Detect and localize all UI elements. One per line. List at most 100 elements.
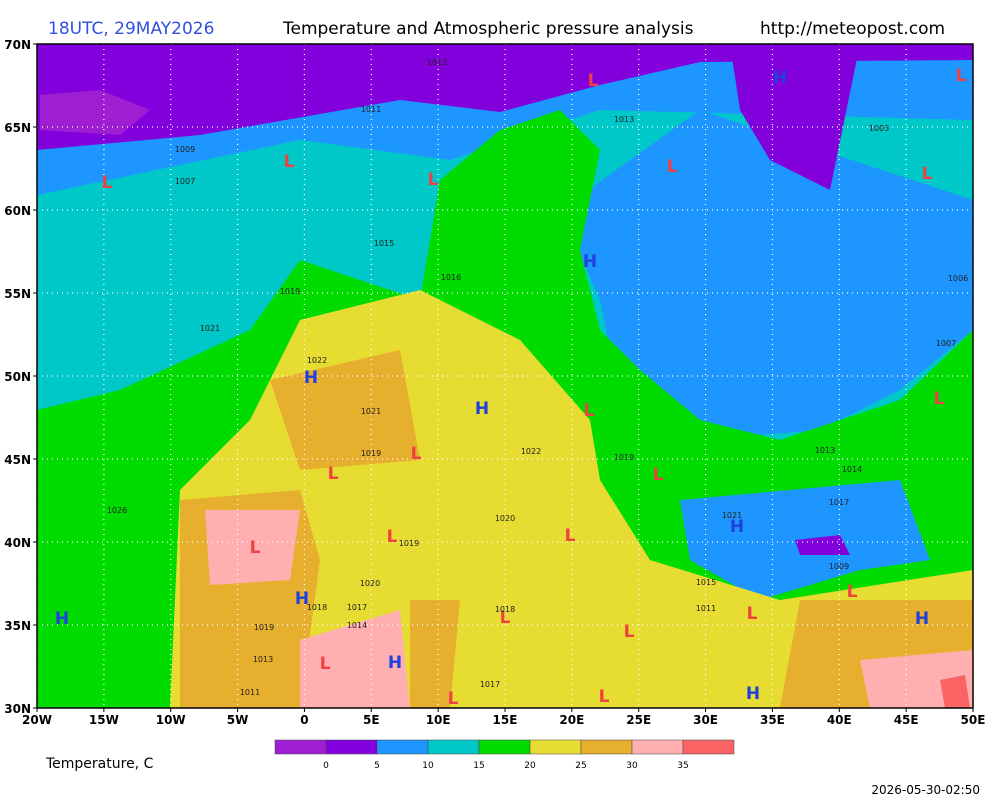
y-tick-label: 30N (4, 702, 31, 716)
legend-swatch (631, 739, 684, 755)
field-red (940, 675, 970, 708)
isobar-label: 1026 (107, 506, 127, 515)
isobar-label: 1022 (307, 356, 327, 365)
pressure-center: L (387, 527, 398, 547)
isobar-label: 1013 (815, 446, 835, 455)
pressure-center: H (55, 609, 69, 629)
legend-tick-label: 0 (323, 761, 329, 771)
pressure-labels: L L L L L H L L H H H L L L L L H L L L L H H H L L L H L L L H 1026 1021… (55, 58, 968, 709)
pressure-center: L (934, 389, 945, 409)
x-tick-label: 15W (89, 713, 119, 727)
pressure-center: H (773, 68, 787, 88)
x-tick-label: 0 (300, 713, 308, 727)
x-tick-label: 20W (22, 713, 52, 727)
x-tick-label: 5E (363, 713, 380, 727)
field-violet (40, 90, 150, 135)
isobar-label: 1014 (842, 465, 862, 474)
pressure-center: L (624, 622, 635, 642)
pressure-center: L (588, 71, 599, 91)
legend-tick-label: 15 (473, 761, 484, 771)
field-blue-east (560, 110, 973, 440)
isobar-label: 1009 (829, 562, 849, 571)
legend-swatch (478, 739, 531, 755)
pressure-center: H (915, 609, 929, 629)
grid (37, 44, 973, 708)
x-tick-label: 35E (760, 713, 785, 727)
isobar-label: 1011 (361, 105, 381, 114)
x-tick-label: 15E (493, 713, 518, 727)
isobar-label: 1007 (936, 339, 956, 348)
x-tick-label: 30E (693, 713, 718, 727)
y-tick-label: 50N (4, 370, 31, 384)
pressure-center: L (584, 401, 595, 421)
isobar-label: 1015 (374, 239, 394, 248)
isobar-label: 1011 (240, 688, 260, 697)
pressure-center: L (599, 687, 610, 707)
y-tick-label: 35N (4, 619, 31, 633)
isobar-label: 1006 (948, 274, 968, 283)
isobar-label: 1021 (722, 511, 742, 520)
pressure-center: L (250, 538, 261, 558)
pressure-center: L (565, 526, 576, 546)
y-tick-label: 70N (4, 38, 31, 52)
pressure-center: H (295, 589, 309, 609)
legend-tick-label: 35 (677, 761, 688, 771)
y-tick-label: 60N (4, 204, 31, 218)
isobar-label: 1017 (347, 603, 367, 612)
isobar-label: 1020 (360, 579, 380, 588)
legend-tick-label: 10 (422, 761, 434, 771)
pressure-center: L (847, 582, 858, 602)
pressure-center: L (428, 170, 439, 190)
legend: 0 5 10 15 20 25 30 35 (274, 739, 735, 771)
pressure-center: L (320, 654, 331, 674)
pressure-center: L (328, 464, 339, 484)
isobar-label: 1019 (254, 623, 274, 632)
pressure-center: H (730, 517, 744, 537)
legend-swatch (325, 739, 378, 755)
isobar-label: 1018 (307, 603, 327, 612)
pressure-center: L (922, 164, 933, 184)
x-tick-label: 10E (426, 713, 451, 727)
isobar-label: 1013 (614, 115, 634, 124)
isobar-label: 1018 (495, 605, 515, 614)
field-purple (37, 44, 973, 150)
legend-swatch (682, 739, 735, 755)
legend-swatch (529, 739, 582, 755)
pressure-center: H (475, 399, 489, 419)
isobar-label: 1017 (480, 680, 500, 689)
isobar-label: 1019 (280, 287, 300, 296)
header-url: http://meteopost.com (760, 19, 945, 39)
pressure-center: L (653, 465, 664, 485)
header-title: Temperature and Atmospheric pressure ana… (282, 19, 694, 39)
x-tick-label: 50E (961, 713, 986, 727)
isobar-label: 1015 (696, 578, 716, 587)
x-tick-label: 25E (626, 713, 651, 727)
isobar-label: 1019 (614, 453, 634, 462)
x-tick-label: 20E (559, 713, 584, 727)
pressure-center: L (500, 608, 511, 628)
isobar-label: 1021 (200, 324, 220, 333)
isobar-label: 1019 (361, 449, 381, 458)
header-time: 18UTC, 29MAY2026 (48, 19, 214, 39)
pressure-center: L (667, 157, 678, 177)
pressure-center: L (747, 604, 758, 624)
x-tick-label: 5W (227, 713, 249, 727)
footer-timestamp: 2026-05-30-02:50 (871, 783, 980, 797)
pressure-center: H (583, 252, 597, 272)
pressure-center: L (448, 689, 459, 709)
isobar-label: 1019 (399, 539, 419, 548)
y-tick-label: 40N (4, 536, 31, 550)
isobar-label: 1007 (175, 177, 195, 186)
legend-tick-label: 30 (626, 761, 638, 771)
isobar-label: 1021 (361, 407, 381, 416)
isobar-label: 1013 (253, 655, 273, 664)
legend-tick-label: 25 (575, 761, 586, 771)
y-tick-label: 55N (4, 287, 31, 301)
x-tick-label: 45E (894, 713, 919, 727)
pressure-center: H (304, 368, 318, 388)
y-tick-label: 45N (4, 453, 31, 467)
field-orange-france (270, 350, 420, 470)
isobar-label: 1017 (829, 498, 849, 507)
